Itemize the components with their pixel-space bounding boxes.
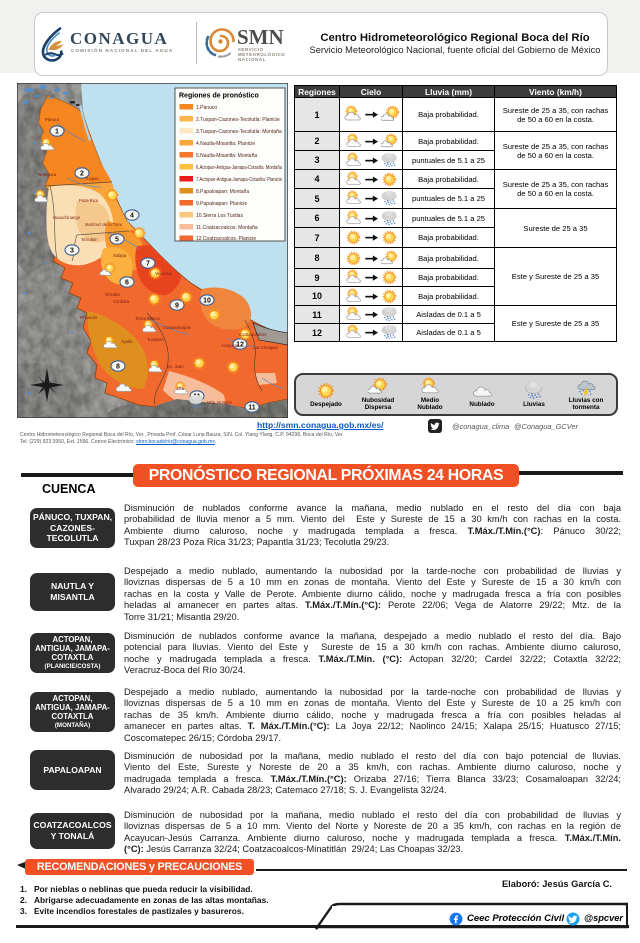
svg-text:12: 12: [236, 342, 244, 349]
svg-text:Orizaba: Orizaba: [105, 292, 120, 297]
svg-text:6.Actopan-Antigua-Jamapa-Cotax: 6.Actopan-Antigua-Jamapa-Cotaxtla: Monta…: [196, 165, 282, 171]
svg-text:Coatzacoalcos: Coatzacoalcos: [239, 332, 266, 337]
svg-text:Regiones de pronóstico: Regiones de pronóstico: [179, 93, 259, 100]
svg-text:Martínez de la Torre: Martínez de la Torre: [85, 222, 123, 227]
svg-text:4.Nautla-Misantla: Planicie: 4.Nautla-Misantla: Planicie: [196, 141, 255, 147]
svg-text:1.Pánuco: 1.Pánuco: [196, 105, 217, 111]
svg-text:1: 1: [55, 129, 59, 136]
svg-text:Isla: Isla: [177, 386, 184, 391]
svg-text:Sn. Juan: Sn. Juan: [167, 364, 184, 369]
svg-text:Mtla. Romero: Mtla. Romero: [207, 400, 233, 405]
svg-text:Poza Rica: Poza Rica: [79, 198, 99, 203]
svg-text:Tantoyuca: Tantoyuca: [37, 172, 57, 177]
svg-text:5: 5: [115, 237, 119, 244]
svg-text:Las Choapas: Las Choapas: [253, 345, 278, 350]
svg-text:2.Tuxpan-Cazones-Tecolutla: Pl: 2.Tuxpan-Cazones-Tecolutla: Planicie: [196, 117, 280, 123]
svg-text:Tierra Blanca: Tierra Blanca: [135, 316, 160, 321]
svg-text:8.Papaloapan: Montaña: 8.Papaloapan: Montaña: [196, 189, 249, 195]
svg-text:Tuxtepec: Tuxtepec: [147, 337, 164, 342]
svg-text:Teziutlán: Teziutlán: [81, 237, 98, 242]
svg-text:2: 2: [80, 171, 84, 178]
svg-text:12.Coatzacoalcos: Planicie: 12.Coatzacoalcos: Planicie: [196, 236, 256, 242]
svg-text:Tehuacán: Tehuacán: [79, 315, 98, 320]
svg-text:Xalapa: Xalapa: [113, 253, 127, 258]
svg-text:4: 4: [130, 213, 134, 220]
svg-text:Veracruz: Veracruz: [155, 271, 172, 276]
svg-text:10: 10: [203, 298, 211, 305]
svg-text:7: 7: [146, 261, 150, 268]
svg-text:Acayucan: Acayucan: [221, 343, 240, 348]
svg-text:Tuxpan: Tuxpan: [85, 176, 99, 181]
svg-text:11: 11: [248, 405, 256, 412]
svg-text:7.Actopan-Antigua-Jamapa-Cotax: 7.Actopan-Antigua-Jamapa-Cotaxtla: Plani…: [196, 177, 282, 183]
svg-text:10.Sierra Los Tuxtlas: 10.Sierra Los Tuxtlas: [196, 213, 243, 219]
svg-text:Cosamaloapan: Cosamaloapan: [163, 325, 192, 330]
svg-text:3: 3: [70, 248, 74, 255]
svg-text:Pánuco: Pánuco: [45, 117, 60, 122]
svg-text:9: 9: [175, 303, 179, 310]
svg-text:Ayutla: Ayutla: [121, 339, 133, 344]
svg-text:3.Tuxpan-Cazones-Tecolutla: Mo: 3.Tuxpan-Cazones-Tecolutla: Montaña: [196, 129, 282, 135]
svg-text:Huauchinango: Huauchinango: [53, 215, 81, 220]
svg-text:9.Papaloapan: Planicie: 9.Papaloapan: Planicie: [196, 201, 247, 207]
svg-text:8: 8: [116, 364, 120, 371]
svg-text:Córdoba: Córdoba: [113, 299, 130, 304]
svg-text:11.Coatzacoalcos: Montaña: 11.Coatzacoalcos: Montaña: [196, 225, 258, 231]
svg-text:6: 6: [125, 280, 129, 287]
svg-text:5.Nautla-Misantla: Montaña: 5.Nautla-Misantla: Montaña: [196, 153, 257, 159]
